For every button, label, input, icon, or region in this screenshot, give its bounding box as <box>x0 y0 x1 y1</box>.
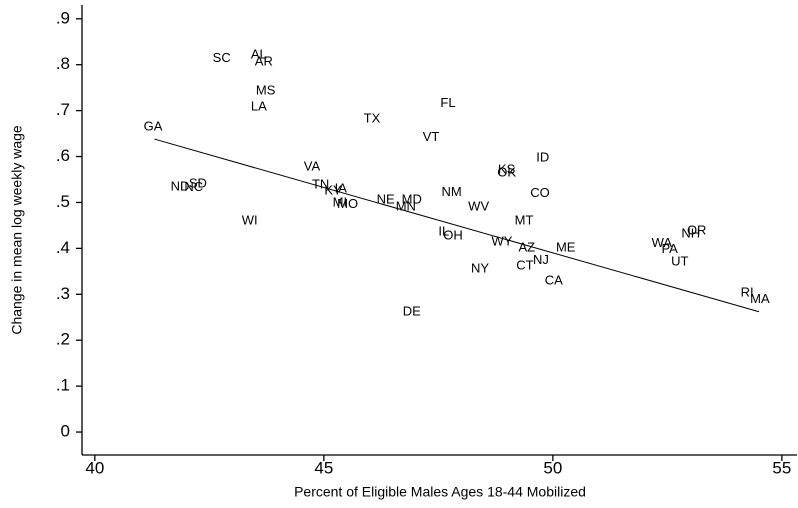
point-label: AL <box>251 46 267 61</box>
y-tick-label: .6 <box>56 146 70 165</box>
point-label: FL <box>440 95 455 110</box>
point-label: NJ <box>533 252 549 267</box>
point-label: IL <box>438 223 449 238</box>
x-axis-title: Percent of Eligible Males Ages 18-44 Mob… <box>294 484 586 500</box>
point-label: OK <box>497 164 516 179</box>
y-tick-label: .4 <box>56 238 70 257</box>
point-label: AZ <box>518 239 535 254</box>
point-label: KS <box>498 161 516 176</box>
point-label: IA <box>335 181 348 196</box>
point-label: NH <box>681 226 700 241</box>
point-label: WI <box>242 212 258 227</box>
point-label: KY <box>324 182 342 197</box>
x-tick-label: 50 <box>543 458 562 477</box>
point-label: MO <box>337 196 358 211</box>
point-label: AR <box>255 53 273 68</box>
point-label: ME <box>556 239 576 254</box>
point-label: OH <box>443 227 463 242</box>
point-label: WA <box>652 235 673 250</box>
point-label: CT <box>516 257 533 272</box>
point-label: ID <box>536 149 549 164</box>
point-label: LA <box>251 98 267 113</box>
point-label: MN <box>396 198 416 213</box>
point-label: CO <box>530 185 550 200</box>
y-tick-label: .7 <box>56 100 70 119</box>
point-label: MI <box>333 194 347 209</box>
point-label: SD <box>189 176 207 191</box>
point-label: MA <box>750 291 770 306</box>
point-label: NM <box>442 184 462 199</box>
point-label: WV <box>468 198 489 213</box>
point-label: RI <box>741 284 754 299</box>
point-label: GA <box>144 119 163 134</box>
point-label: WY <box>492 233 513 248</box>
x-tick-label: 40 <box>85 458 104 477</box>
y-tick-label: .5 <box>56 192 70 211</box>
point-label: TN <box>312 176 329 191</box>
point-label: PA <box>661 241 678 256</box>
x-tick-label: 45 <box>314 458 333 477</box>
y-tick-label: .3 <box>56 284 70 303</box>
x-tick-label: 55 <box>772 458 791 477</box>
point-label: NY <box>471 260 489 275</box>
point-label: DE <box>403 304 421 319</box>
y-tick-label: .8 <box>56 54 70 73</box>
point-label: MD <box>402 192 422 207</box>
y-tick-label: .1 <box>56 376 70 395</box>
point-label: NE <box>377 192 395 207</box>
point-label: VA <box>304 159 321 174</box>
point-label: ND <box>171 178 190 193</box>
point-label: TX <box>364 110 381 125</box>
point-label: UT <box>671 254 688 269</box>
y-tick-label: .9 <box>56 8 70 27</box>
fit-line <box>154 138 760 313</box>
point-label: MT <box>515 212 534 227</box>
point-label: MS <box>256 82 276 97</box>
point-label: OR <box>687 222 707 237</box>
point-label: SC <box>213 50 231 65</box>
y-axis-title: Change in mean log weekly wage <box>9 125 25 335</box>
point-label: CA <box>545 272 563 287</box>
y-tick-label: 0 <box>61 422 70 441</box>
point-label: NC <box>184 179 203 194</box>
y-tick-label: .2 <box>56 330 70 349</box>
point-label: VT <box>423 129 440 144</box>
